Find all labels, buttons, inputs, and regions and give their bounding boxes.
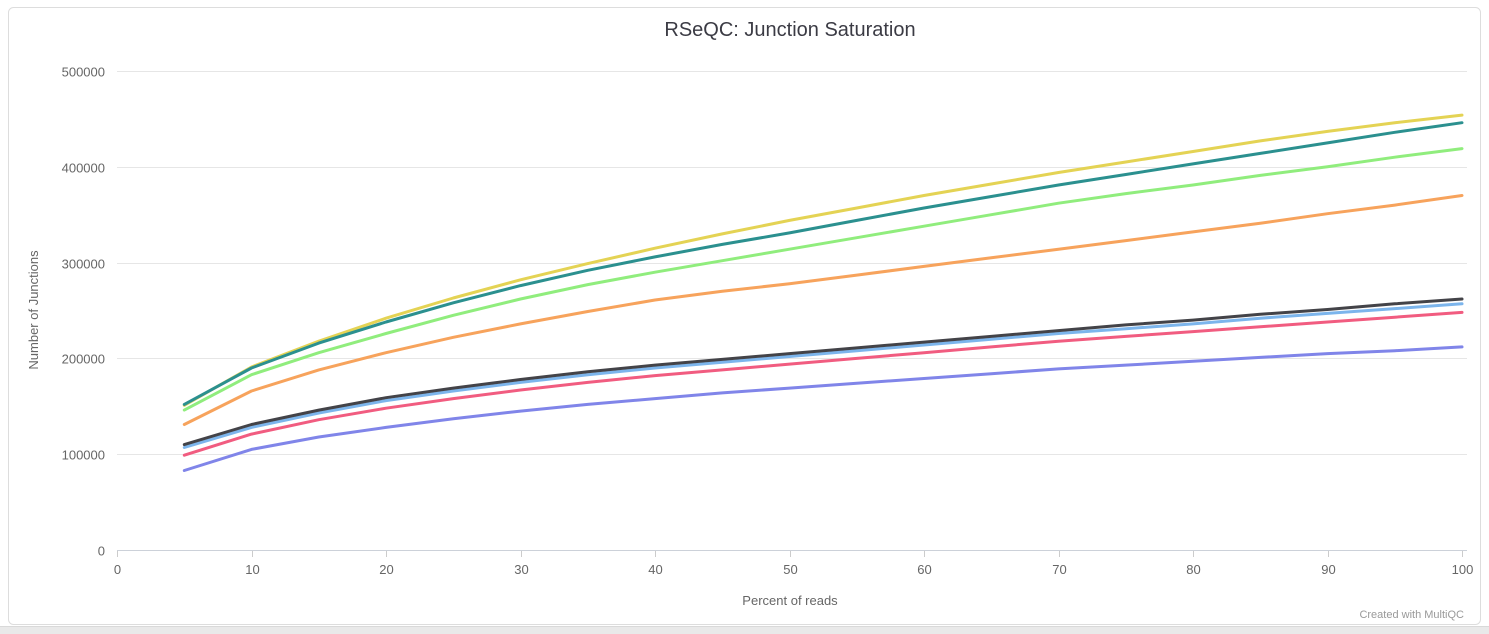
x-tick-label: 80 xyxy=(1186,562,1200,577)
x-tick-label: 20 xyxy=(379,562,393,577)
y-tick-label: 400000 xyxy=(62,161,105,176)
chart-title: RSeQC: Junction Saturation xyxy=(664,19,915,41)
series-line-teal[interactable] xyxy=(182,121,1464,406)
x-tick-label: 60 xyxy=(917,562,931,577)
y-tick-label: 0 xyxy=(98,544,105,559)
y-tick-label: 300000 xyxy=(62,257,105,272)
x-axis-title: Percent of reads xyxy=(742,593,838,608)
y-axis-title: Number of Junctions xyxy=(26,250,41,370)
series-line-pink[interactable] xyxy=(182,310,1464,457)
scrollbar-track[interactable] xyxy=(0,627,1489,634)
x-tick-label: 30 xyxy=(514,562,528,577)
series-line-purple[interactable] xyxy=(182,345,1464,472)
series-line-dark-gray[interactable] xyxy=(182,297,1464,447)
x-tick-label: 70 xyxy=(1052,562,1066,577)
plot-panel xyxy=(8,7,1481,625)
multiqc-credit-link[interactable]: Created with MultiQC xyxy=(1359,609,1464,621)
x-tick-label: 50 xyxy=(783,562,797,577)
y-tick-label: 100000 xyxy=(62,448,105,463)
x-tick-label: 10 xyxy=(245,562,259,577)
x-tick-label: 40 xyxy=(648,562,662,577)
axes: 0 100000 200000 300000 400000 500000 0 10 20 30 40… xyxy=(62,65,1474,578)
bottom-strip-edge xyxy=(0,626,1489,627)
series-line-light-green[interactable] xyxy=(182,147,1464,412)
x-tick-label: 0 xyxy=(114,562,121,577)
y-tick-label: 500000 xyxy=(62,65,105,80)
series-line-light-blue[interactable] xyxy=(182,302,1464,449)
x-tick-label: 90 xyxy=(1321,562,1335,577)
plot-area[interactable] xyxy=(182,113,1464,472)
y-tick-label: 200000 xyxy=(62,352,105,367)
x-tick-label: 100 xyxy=(1452,562,1474,577)
series-line-yellow[interactable] xyxy=(182,113,1464,407)
series-line-orange[interactable] xyxy=(182,194,1464,426)
